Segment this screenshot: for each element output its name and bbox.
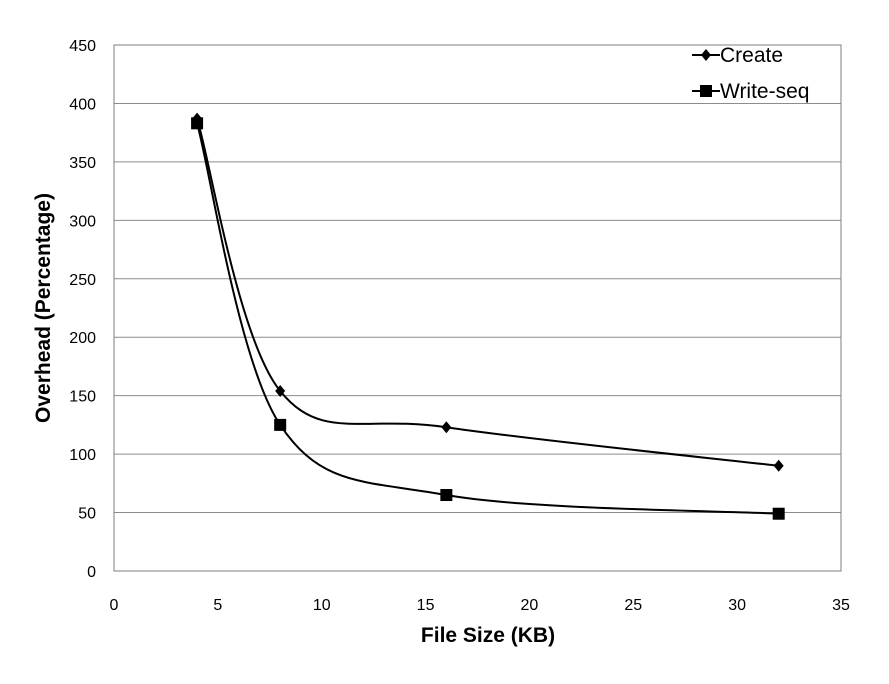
series-create: [192, 112, 784, 472]
data-point-create: [773, 459, 784, 472]
y-tick-label: 0: [87, 564, 96, 581]
grid-lines: [114, 44, 841, 514]
x-tick-label: 5: [213, 597, 222, 614]
series-layer: [191, 112, 785, 520]
y-tick-labels: 0 50 100 150 200 250 300 350 400 450: [69, 38, 96, 581]
legend-item-create: Create: [692, 44, 783, 67]
y-tick-label: 350: [69, 155, 96, 172]
data-point-create: [441, 421, 452, 434]
legend-item-write-seq: Write-seq: [692, 80, 809, 103]
legend: Create Write-seq: [692, 44, 809, 103]
y-tick-label: 200: [69, 330, 96, 347]
data-point-write-seq: [440, 489, 453, 502]
legend-marker-write-seq: [700, 85, 712, 97]
series-write-seq: [191, 117, 785, 520]
series-line-write-seq: [196, 123, 779, 515]
legend-label: Write-seq: [720, 80, 809, 103]
plot-area: [113, 44, 842, 572]
legend-marker-create: [701, 49, 711, 61]
y-tick-label: 450: [69, 38, 96, 55]
x-tick-label: 35: [832, 597, 850, 614]
y-tick-label: 150: [69, 389, 96, 406]
x-axis-title: File Size (KB): [421, 624, 555, 647]
y-tick-label: 400: [69, 96, 96, 113]
y-tick-label: 50: [78, 506, 96, 523]
data-point-write-seq: [274, 418, 287, 431]
legend-label: Create: [720, 44, 783, 67]
data-point-create: [275, 384, 286, 397]
data-point-write-seq: [191, 117, 204, 130]
x-tick-label: 0: [110, 597, 119, 614]
y-tick-label: 300: [69, 213, 96, 230]
y-tick-label: 250: [69, 272, 96, 289]
x-tick-label: 15: [417, 597, 435, 614]
x-tick-label: 20: [521, 597, 539, 614]
x-tick-label: 25: [624, 597, 642, 614]
x-tick-label: 10: [313, 597, 331, 614]
series-line-create: [196, 118, 779, 467]
y-axis-title: Overhead (Percentage): [32, 193, 55, 423]
data-point-write-seq: [772, 507, 785, 520]
x-tick-labels: 0 5 10 15 20 25 30 35: [110, 597, 850, 614]
x-tick-label: 30: [728, 597, 746, 614]
y-tick-label: 100: [69, 447, 96, 464]
